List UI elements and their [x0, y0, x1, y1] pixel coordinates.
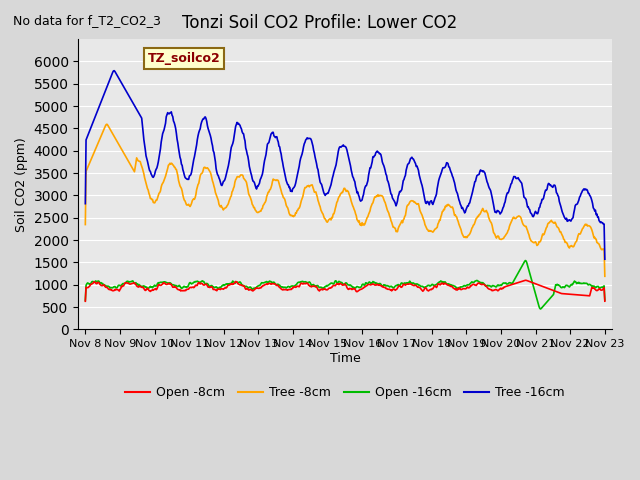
- Y-axis label: Soil CO2 (ppm): Soil CO2 (ppm): [15, 137, 28, 231]
- X-axis label: Time: Time: [330, 352, 360, 365]
- Text: Tonzi Soil CO2 Profile: Lower CO2: Tonzi Soil CO2 Profile: Lower CO2: [182, 14, 458, 33]
- Legend: Open -8cm, Tree -8cm, Open -16cm, Tree -16cm: Open -8cm, Tree -8cm, Open -16cm, Tree -…: [120, 382, 570, 405]
- Text: TZ_soilco2: TZ_soilco2: [148, 52, 221, 65]
- Text: No data for f_T2_CO2_3: No data for f_T2_CO2_3: [13, 14, 161, 27]
